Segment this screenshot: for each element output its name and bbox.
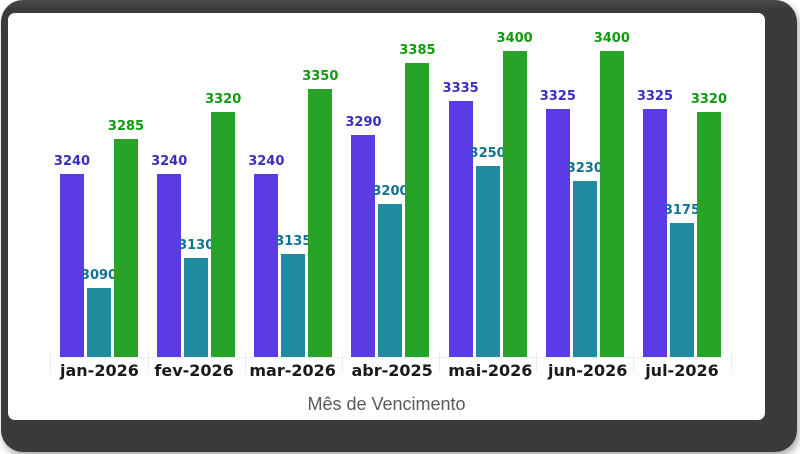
x-tick-label: jul-2026 [645,361,719,380]
axis-minor-tick [439,351,441,373]
axis-minor-tick [341,351,343,373]
bar-value-label: 3240 [248,154,285,169]
purple-bar: 3240 [54,154,90,357]
bar-value-label: 3325 [539,89,576,104]
chart-panel: 3240 3090 3285 3240 3130 3320 3240 3135 3350 3290… [8,13,765,420]
x-tick-label: jan-2026 [60,361,139,380]
bar-value-label: 3240 [53,154,91,169]
bar-value-label: 3400 [593,31,630,46]
bar-group: 3240 3135 3350 [248,13,338,357]
teal-bar: 3175 [664,203,700,357]
x-tick-label: mai-2026 [448,361,533,380]
bar-value-label: 3320 [205,92,242,107]
bar-value-label: 3285 [107,119,145,134]
bar-value-label: 3325 [636,89,674,104]
axis-minor-tick [633,351,635,373]
axis-minor-tick [147,351,149,373]
bar-value-label: 3200 [372,184,409,199]
teal-bar: 3090 [81,268,117,357]
purple-bar: 3240 [248,154,284,357]
teal-bar: 3230 [567,161,603,357]
bar-value-label: 3250 [469,146,506,161]
purple-bar: 3325 [637,89,673,357]
bar-value-label: 3230 [566,161,603,176]
green-bar: 3320 [691,92,727,357]
x-tick-label: fev-2026 [154,361,234,380]
teal-bar: 3200 [372,184,409,357]
purple-bar: 3335 [443,81,479,357]
bar-group: 3240 3130 3320 [151,13,241,357]
bar-group: 3290 3200 3385 [345,13,436,357]
axis-minor-tick [244,351,246,373]
purple-bar: 3325 [540,89,576,357]
bar-value-label: 3290 [345,115,382,130]
axis-minor-tick [50,351,52,373]
green-bar: 3385 [399,43,436,357]
bar-value-label: 3350 [302,69,339,84]
x-axis-title: Mês de Vencimento [307,394,466,414]
bar-value-label: 3135 [275,234,312,249]
green-bar: 3350 [302,69,338,357]
x-tick-label: mar-2026 [249,361,336,380]
green-bar: 3320 [205,92,241,357]
bar-value-label: 3400 [496,31,533,46]
bar-group: 3325 3175 3320 [637,13,727,357]
x-tick-label: abr-2025 [351,361,433,380]
axis-minor-tick [730,351,732,373]
bar-group: 3325 3230 3400 [540,13,630,357]
bar-value-label: 3320 [690,92,728,107]
green-bar: 3400 [497,31,533,357]
green-bar: 3400 [594,31,630,357]
bar-value-label: 3335 [442,81,479,96]
teal-bar: 3130 [178,238,214,357]
teal-bar: 3135 [275,234,311,357]
x-axis-tick-labels: jan-2026 fev-2026 mar-2026 abr-2025 mai-2026… [60,361,721,380]
bar-group: 3240 3090 3285 [54,13,144,357]
teal-bar: 3250 [470,146,506,357]
bar-value-label: 3385 [399,43,436,58]
x-tick-label: jun-2026 [547,361,628,380]
purple-bar: 3290 [345,115,382,357]
bar-value-label: 3240 [151,154,188,169]
purple-bar: 3240 [151,154,187,357]
bar-chart-plot: 3240 3090 3285 3240 3130 3320 3240 3135 3350 3290… [50,13,732,373]
bar-group: 3335 3250 3400 [443,13,533,357]
bar-value-label: 3130 [178,238,215,253]
bar-value-label: 3090 [80,268,118,283]
green-bar: 3285 [108,119,144,357]
axis-minor-tick [536,351,538,373]
bar-value-label: 3175 [663,203,701,218]
